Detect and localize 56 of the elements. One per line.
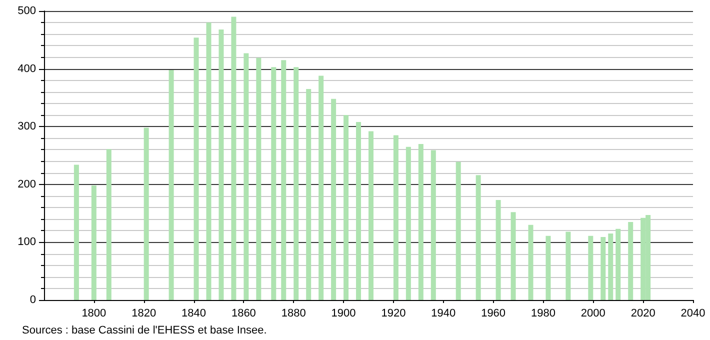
bar <box>168 70 174 300</box>
bar <box>406 146 411 300</box>
bar <box>331 98 336 300</box>
bar <box>318 76 324 300</box>
bar <box>456 162 461 300</box>
bar <box>393 135 398 300</box>
bar <box>306 89 312 300</box>
x-tick-label: 1820 <box>132 308 156 320</box>
x-tick-label: 2020 <box>630 308 656 320</box>
bar <box>528 224 534 300</box>
x-tick-label: 1900 <box>331 308 356 320</box>
bar <box>144 128 149 300</box>
y-tick-label: 400 <box>18 62 36 75</box>
y-tick-label: 100 <box>18 236 36 248</box>
x-tick-label: 1840 <box>182 308 206 320</box>
x-tick-label: 2000 <box>580 308 606 320</box>
x-tick-label: 1880 <box>281 308 306 320</box>
bar <box>566 232 571 300</box>
bar <box>510 212 516 300</box>
x-tick-label: 1860 <box>231 308 256 320</box>
bar <box>588 236 594 300</box>
bar <box>368 131 374 300</box>
x-tick-label: 1960 <box>481 308 506 320</box>
y-tick-label: 0 <box>30 294 36 306</box>
x-tick-label: 1980 <box>530 308 556 320</box>
bar <box>271 67 276 300</box>
source-note: Sources : base Cassini de l'EHESS et base Insee. <box>22 324 267 336</box>
x-tick-label: 1800 <box>82 308 106 320</box>
bar <box>91 186 96 300</box>
y-tick-label: 500 <box>18 5 36 17</box>
bar <box>600 237 606 300</box>
bar <box>256 58 262 300</box>
bar <box>74 164 79 300</box>
bar <box>344 115 349 300</box>
bar <box>628 222 634 300</box>
bar <box>476 175 481 300</box>
y-tick-label: 200 <box>18 178 36 190</box>
bar <box>546 236 551 300</box>
bar <box>430 150 436 300</box>
y-tick-label: 300 <box>18 120 36 133</box>
bar <box>608 234 614 300</box>
bar <box>206 22 212 300</box>
bar <box>418 144 424 300</box>
x-tick-label: 1940 <box>431 308 456 320</box>
bar <box>294 67 299 300</box>
bar <box>218 29 224 300</box>
bar <box>356 122 362 300</box>
bar <box>194 38 199 300</box>
bar <box>106 149 112 300</box>
bar <box>231 16 236 300</box>
bar <box>616 228 621 300</box>
bar <box>244 53 249 300</box>
bar <box>496 200 501 300</box>
bar <box>281 60 286 300</box>
x-tick-label: 1920 <box>381 308 406 320</box>
x-tick-label: 2040 <box>680 308 706 320</box>
